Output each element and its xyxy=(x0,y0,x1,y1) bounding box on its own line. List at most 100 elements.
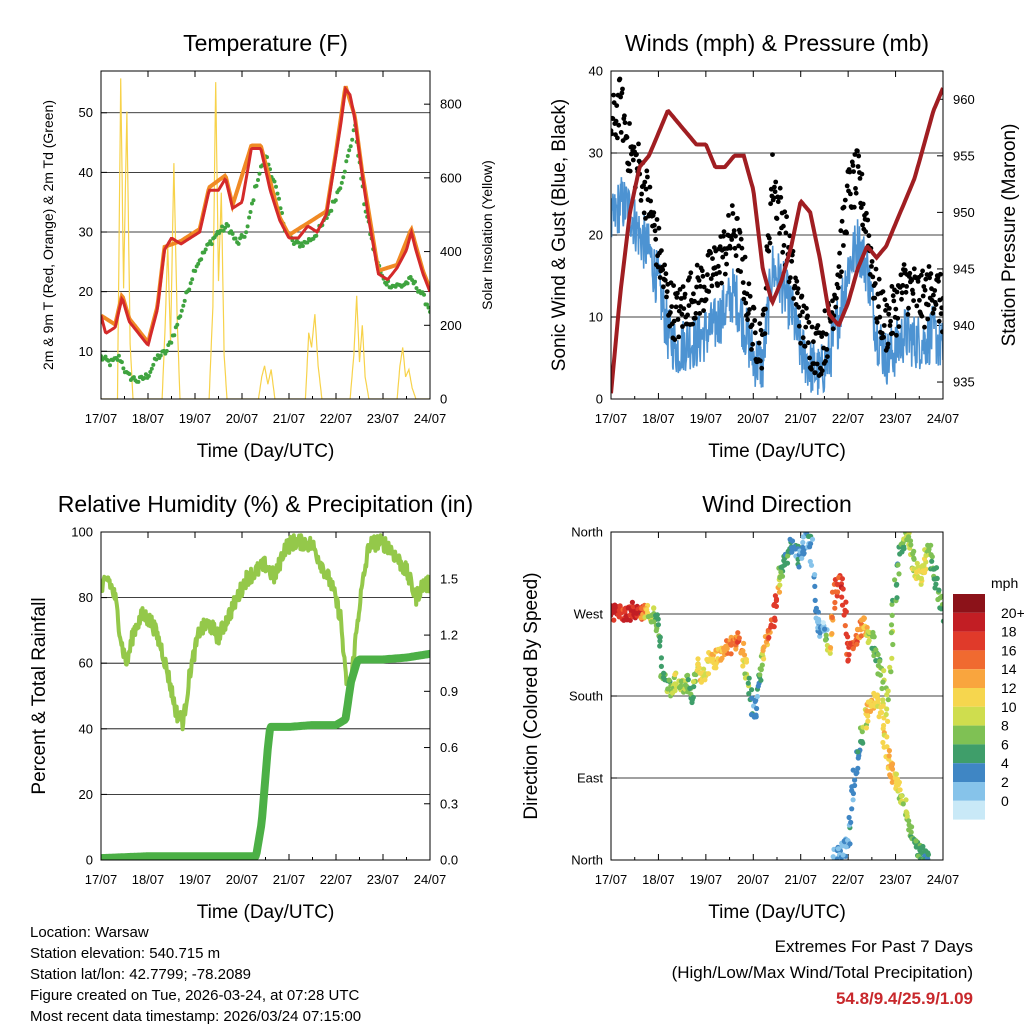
direction-point xyxy=(904,814,910,820)
gust-point xyxy=(642,179,648,185)
gust-point xyxy=(822,308,828,314)
gust-point xyxy=(739,245,745,251)
direction-point xyxy=(864,624,870,631)
y-axis-label: Sonic Wind & Gust (Blue, Black) xyxy=(549,99,570,371)
direction-point xyxy=(840,852,846,858)
direction-point xyxy=(881,722,887,729)
direction-point xyxy=(846,814,852,821)
gust-point xyxy=(773,179,779,185)
direction-point xyxy=(753,712,759,718)
direction-point xyxy=(736,635,742,641)
y2-tick-label: 0.0 xyxy=(440,853,458,868)
direction-point xyxy=(822,637,829,643)
direction-point xyxy=(800,539,806,546)
direction-point xyxy=(871,634,877,640)
colorbar-swatch xyxy=(953,669,985,688)
gust-point xyxy=(806,319,812,325)
direction-point xyxy=(713,665,719,671)
colorbar-label: 6 xyxy=(1001,736,1009,752)
dewpoint-point xyxy=(127,372,132,376)
gust-point xyxy=(756,340,762,346)
direction-point xyxy=(907,538,914,544)
colorbar-swatch xyxy=(953,650,985,670)
gust-point xyxy=(814,361,820,367)
gust-point xyxy=(812,370,818,375)
gust-point xyxy=(622,113,627,119)
gust-point xyxy=(899,296,904,302)
x-tick-label: 22/07 xyxy=(320,872,353,887)
gust-point xyxy=(751,305,757,311)
gust-point xyxy=(624,134,630,140)
direction-point xyxy=(880,679,886,685)
direction-point xyxy=(839,576,846,582)
gust-point xyxy=(811,339,816,345)
gust-point xyxy=(763,306,768,312)
colorbar-label: 2 xyxy=(1001,774,1009,790)
direction-point xyxy=(896,571,902,577)
gust-point xyxy=(894,289,900,295)
gust-point xyxy=(911,266,917,272)
series-9m-temperature xyxy=(101,85,430,345)
dewpoint-point xyxy=(250,201,254,206)
direction-point xyxy=(936,587,942,593)
gust-point xyxy=(653,236,659,242)
series-sonic-wind xyxy=(611,177,943,395)
dewpoint-point xyxy=(413,279,417,284)
gust-point xyxy=(898,272,904,278)
gust-point xyxy=(920,293,926,299)
gust-point xyxy=(760,312,766,317)
gust-point xyxy=(931,306,937,312)
dewpoint-point xyxy=(131,375,136,380)
dewpoint-point xyxy=(339,180,344,185)
dewpoint-point xyxy=(226,223,231,228)
gust-point xyxy=(675,290,680,296)
gust-point xyxy=(636,141,641,147)
gust-point xyxy=(654,217,660,222)
dewpoint-point xyxy=(297,244,302,249)
gust-point xyxy=(783,230,789,236)
dewpoint-point xyxy=(108,363,112,368)
y2-tick-label: 800 xyxy=(440,97,462,112)
gust-point xyxy=(786,279,792,285)
gust-point xyxy=(671,283,676,288)
gust-point xyxy=(656,225,662,231)
direction-point xyxy=(903,797,909,803)
y2-tick-label: 945 xyxy=(953,261,975,276)
gust-point xyxy=(745,317,750,323)
gust-point xyxy=(856,153,862,159)
direction-point xyxy=(867,708,874,715)
y2-axis-label: Station Pressure (Maroon) xyxy=(999,124,1020,347)
direction-point xyxy=(815,619,821,625)
x-tick-label: 17/07 xyxy=(85,872,118,887)
x-tick-label: 21/07 xyxy=(273,411,306,426)
gust-point xyxy=(652,222,657,228)
colorbar-title: mph xyxy=(991,575,1018,591)
direction-point xyxy=(865,713,871,719)
x-tick-label: 22/07 xyxy=(320,411,353,426)
gust-point xyxy=(837,274,843,279)
gust-point xyxy=(709,283,715,289)
direction-point xyxy=(909,824,915,830)
x-tick-label: 24/07 xyxy=(927,872,960,887)
gust-point xyxy=(883,308,888,313)
gust-point xyxy=(882,297,888,303)
gust-point xyxy=(885,341,891,347)
direction-point xyxy=(901,546,907,552)
gust-point xyxy=(788,275,793,281)
dewpoint-point xyxy=(182,298,187,303)
dewpoint-point xyxy=(296,240,301,245)
direction-point xyxy=(832,605,838,611)
extremes-title: Extremes For Past 7 Days xyxy=(774,937,973,956)
chart-title: Winds (mph) & Pressure (mb) xyxy=(625,30,929,56)
direction-point xyxy=(898,793,905,799)
gust-point xyxy=(648,198,653,204)
dewpoint-point xyxy=(251,198,256,203)
direction-point xyxy=(758,677,764,683)
direction-point xyxy=(859,729,865,735)
gust-point xyxy=(931,292,936,298)
gust-point xyxy=(708,276,714,282)
dewpoint-point xyxy=(103,354,108,359)
gust-point xyxy=(851,169,856,175)
gust-point xyxy=(778,195,784,200)
dewpoint-point xyxy=(247,215,252,220)
